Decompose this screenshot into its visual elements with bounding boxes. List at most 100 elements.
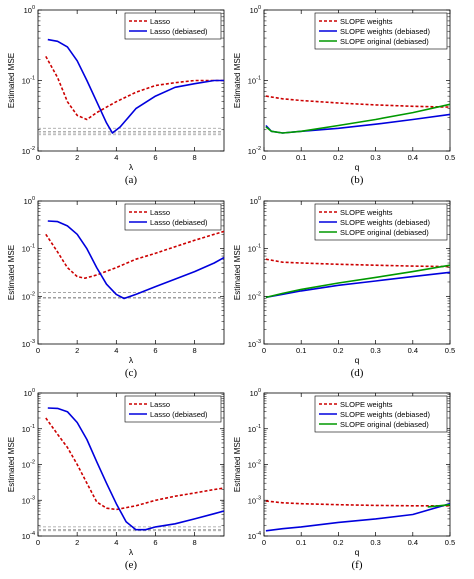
- x-tick-label: 0.3: [370, 153, 380, 162]
- legend-label: SLOPE original (debiased): [340, 37, 429, 46]
- x-tick-label: 6: [153, 153, 157, 162]
- legend-label: SLOPE weights: [340, 208, 393, 217]
- y-tick-label: 10-1: [248, 76, 261, 86]
- series-line: [45, 230, 225, 280]
- legend-label: Lasso (debiased): [150, 27, 208, 36]
- x-tick-label: 0.2: [333, 538, 343, 547]
- panel-d: 10-3 10-2 10-1 100 0 0.1 0.2 0.3 0.4 0.5 SLOPE wei…: [233, 196, 455, 379]
- series-line: [265, 264, 451, 299]
- x-tick-label: 0.4: [408, 538, 418, 547]
- y-axis-label: Estimated MSE: [7, 437, 16, 492]
- series-line: [45, 417, 225, 511]
- x-axis-label: λ: [129, 162, 134, 172]
- legend-label: SLOPE weights: [340, 400, 393, 409]
- legend-label: SLOPE original (debiased): [340, 420, 429, 429]
- x-axis-label: λ: [129, 355, 134, 365]
- y-tick-label: 100: [24, 196, 35, 206]
- y-tick-label: 100: [250, 388, 261, 398]
- x-tick-label: 0.5: [445, 346, 455, 355]
- legend-label: Lasso (debiased): [150, 410, 208, 419]
- panel-b: 10-2 10-1 100 0 0.1 0.2 0.3 0.4 0.5 SLOPE weights…: [233, 5, 455, 186]
- series-line: [427, 503, 451, 508]
- x-tick-label: 0.3: [370, 538, 380, 547]
- x-tick-label: 4: [114, 153, 118, 162]
- x-axis-label: q: [355, 547, 360, 557]
- x-tick-label: 0.2: [333, 346, 343, 355]
- x-tick-label: 4: [114, 346, 118, 355]
- panel-caption: (c): [125, 367, 138, 379]
- legend-label: SLOPE weights (debiased): [340, 410, 431, 419]
- x-tick-label: 2: [75, 153, 79, 162]
- y-axis-label: Estimated MSE: [233, 53, 242, 108]
- plot-frame: [37, 200, 225, 345]
- legend-label: SLOPE weights (debiased): [340, 27, 431, 36]
- y-tick-label: 10-3: [22, 339, 35, 349]
- y-tick-label: 10-1: [22, 76, 35, 86]
- panel-caption: (d): [351, 367, 364, 379]
- x-tick-label: 0: [262, 153, 266, 162]
- x-tick-label: 0.5: [445, 538, 455, 547]
- y-tick-label: 10-3: [22, 495, 35, 505]
- panel-caption: (a): [125, 174, 138, 186]
- series-line: [265, 113, 451, 134]
- x-tick-label: 8: [193, 538, 197, 547]
- y-tick-label: 10-1: [248, 424, 261, 434]
- y-tick-label: 10-1: [22, 424, 35, 434]
- y-tick-label: 10-2: [22, 146, 35, 156]
- y-tick-label: 10-2: [248, 291, 261, 301]
- x-tick-label: 0.2: [333, 153, 343, 162]
- series-line: [265, 95, 451, 108]
- x-tick-label: 0.3: [370, 346, 380, 355]
- legend-label: SLOPE weights: [340, 17, 393, 26]
- series-line: [265, 500, 450, 507]
- y-tick-label: 10-2: [22, 460, 35, 470]
- y-tick-label: 100: [250, 5, 261, 15]
- y-tick-label: 100: [24, 388, 35, 398]
- y-tick-label: 10-2: [248, 460, 261, 470]
- series-line: [45, 56, 224, 121]
- x-tick-label: 0: [262, 346, 266, 355]
- y-axis-label: Estimated MSE: [233, 437, 242, 492]
- x-tick-label: 0: [36, 153, 40, 162]
- x-axis-label: λ: [129, 547, 134, 557]
- x-tick-label: 6: [153, 538, 157, 547]
- x-axis-label: q: [355, 355, 360, 365]
- y-tick-label: 10-4: [248, 531, 261, 541]
- y-tick-label: 10-4: [22, 531, 35, 541]
- y-tick-label: 10-3: [248, 495, 261, 505]
- y-axis-label: Estimated MSE: [7, 53, 16, 108]
- x-tick-label: 0.1: [296, 346, 306, 355]
- series-line: [265, 271, 451, 299]
- x-tick-label: 0.1: [296, 538, 306, 547]
- series-line: [265, 103, 451, 134]
- x-tick-label: 0: [36, 346, 40, 355]
- panel-caption: (e): [125, 559, 138, 571]
- x-tick-label: 0: [36, 538, 40, 547]
- legend-label: Lasso: [150, 400, 170, 409]
- legend-box: [124, 203, 222, 231]
- x-tick-label: 6: [153, 346, 157, 355]
- y-tick-label: 10-3: [248, 339, 261, 349]
- series-line: [265, 502, 451, 532]
- series-line: [47, 38, 224, 134]
- legend-box: [124, 395, 222, 423]
- panel-caption: (f): [352, 559, 363, 571]
- legend-label: SLOPE original (debiased): [340, 228, 429, 237]
- y-tick-label: 10-1: [22, 244, 35, 254]
- x-tick-label: 4: [114, 538, 118, 547]
- x-tick-label: 8: [193, 346, 197, 355]
- x-tick-label: 2: [75, 346, 79, 355]
- legend-label: Lasso (debiased): [150, 218, 208, 227]
- panel-caption: (b): [351, 174, 364, 186]
- legend-label: SLOPE weights (debiased): [340, 218, 431, 227]
- x-tick-label: 2: [75, 538, 79, 547]
